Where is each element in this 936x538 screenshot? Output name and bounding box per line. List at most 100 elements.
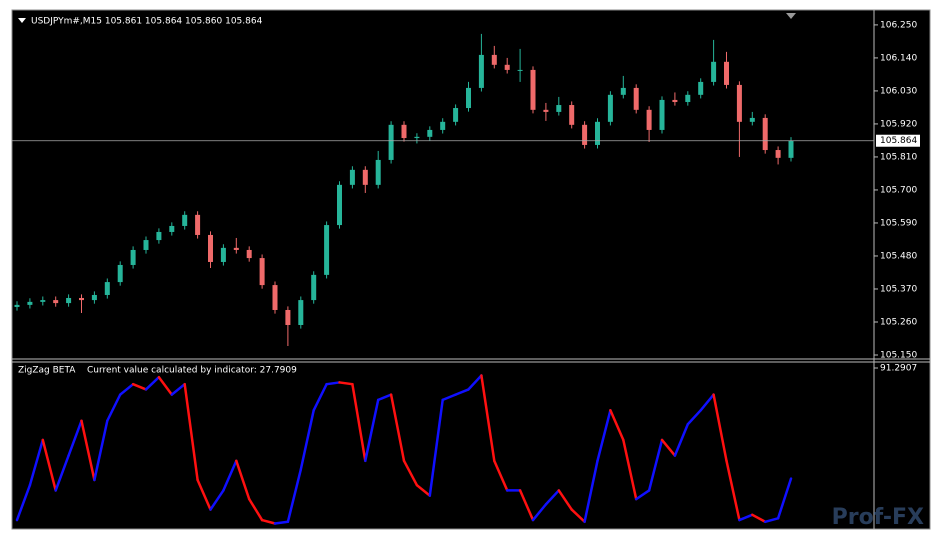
candle-body	[401, 124, 407, 139]
indicator-segment	[544, 489, 561, 506]
indicator-segment	[196, 478, 212, 511]
indicator-segment	[402, 459, 419, 487]
indicator-segment	[286, 468, 303, 524]
indicator-segment	[673, 422, 690, 457]
indicator-segment	[725, 459, 741, 522]
candle-body	[646, 109, 652, 130]
y-tick-label: 105.810	[880, 152, 917, 162]
candle-body	[788, 140, 794, 158]
indicator-segment	[273, 520, 290, 525]
candle-body	[453, 108, 459, 122]
candle-body	[27, 301, 33, 305]
candle-body	[220, 247, 226, 262]
menu-arrow[interactable]	[18, 18, 26, 23]
candle-body	[556, 105, 562, 112]
candle-body	[143, 240, 149, 250]
indicator-segment	[93, 419, 109, 482]
indicator-segment	[493, 459, 509, 492]
y-tick-label: 106.140	[880, 53, 917, 63]
y-tick-label: 91.2907	[880, 364, 917, 374]
current-price-label: 105.864	[880, 136, 917, 146]
candle-body	[711, 61, 717, 82]
indicator-segment	[222, 459, 238, 492]
candle-body	[79, 297, 84, 301]
candle-body	[14, 304, 20, 307]
candle-body	[130, 249, 136, 265]
indicator-segment	[570, 508, 586, 524]
indicator-segment	[170, 382, 186, 396]
candle-body	[246, 249, 252, 259]
candle-body	[672, 99, 678, 103]
candle-body	[595, 121, 600, 145]
candle-body	[530, 69, 536, 110]
indicator-segment	[415, 483, 432, 497]
indicator-segment	[260, 518, 277, 525]
candle-body	[620, 87, 626, 95]
candle-body	[582, 124, 588, 145]
indicator-segment	[41, 438, 57, 492]
candle-body	[375, 159, 381, 185]
y-tick-label: 105.700	[880, 185, 917, 195]
indicator-segment	[144, 375, 161, 391]
candle-body	[233, 247, 239, 250]
current-price-box	[876, 134, 920, 147]
candle-body	[633, 87, 639, 110]
candle-body	[182, 214, 188, 226]
candle-body	[724, 61, 729, 85]
chart-background	[11, 9, 931, 530]
candle-body	[478, 54, 484, 88]
candle-body	[91, 294, 97, 301]
indicator-segment	[247, 497, 264, 522]
indicator-segment	[428, 398, 444, 497]
indicator-segment	[596, 409, 612, 463]
indicator-segment	[67, 419, 83, 457]
indicator-segment	[776, 477, 793, 520]
y-tick-label: 105.150	[880, 350, 917, 360]
indicator-segment	[518, 489, 535, 522]
indicator-segment	[364, 398, 380, 463]
indicator-segment	[376, 393, 393, 402]
candle-body	[517, 69, 523, 71]
candle-body	[195, 214, 201, 235]
candle-body	[156, 231, 162, 241]
indicator-segment	[157, 375, 174, 396]
indicator-segment	[441, 393, 457, 402]
indicator-segment	[622, 438, 638, 501]
indicator-segment	[738, 513, 754, 522]
candle-body	[543, 109, 549, 112]
candle-body	[311, 274, 317, 301]
indicator-segment	[80, 419, 96, 482]
candle-body	[440, 121, 446, 130]
indicator-segment	[557, 489, 573, 511]
indicator-segment	[325, 381, 341, 386]
candle-body	[117, 264, 123, 283]
candle-body	[736, 84, 742, 122]
candle-body	[491, 54, 497, 65]
indicator-segment	[467, 374, 483, 391]
candle-body	[698, 81, 704, 95]
candle-body	[337, 184, 342, 226]
indicator-segment	[106, 393, 122, 423]
indicator-segment	[609, 409, 625, 442]
indicator-subtitle: Current value calculated by indicator: 2…	[87, 366, 297, 376]
indicator-segment	[118, 382, 135, 396]
y-tick-label: 105.370	[880, 284, 917, 294]
candle-body	[298, 300, 304, 325]
candle-body	[466, 87, 471, 109]
candle-body	[40, 300, 46, 302]
candle-body	[349, 169, 355, 185]
candle-body	[414, 136, 420, 139]
indicator-segment	[480, 374, 496, 463]
indicator-segment	[531, 503, 548, 522]
candle-body	[272, 285, 278, 310]
indicator-segment	[699, 393, 715, 412]
indicator-segment	[209, 489, 225, 511]
indicator-segment	[299, 409, 315, 471]
y-tick-label: 105.590	[880, 218, 917, 228]
indicator-segment	[647, 438, 664, 492]
indicator-segment	[235, 459, 251, 501]
indicator-segment	[660, 438, 677, 457]
candle-body	[104, 282, 110, 295]
